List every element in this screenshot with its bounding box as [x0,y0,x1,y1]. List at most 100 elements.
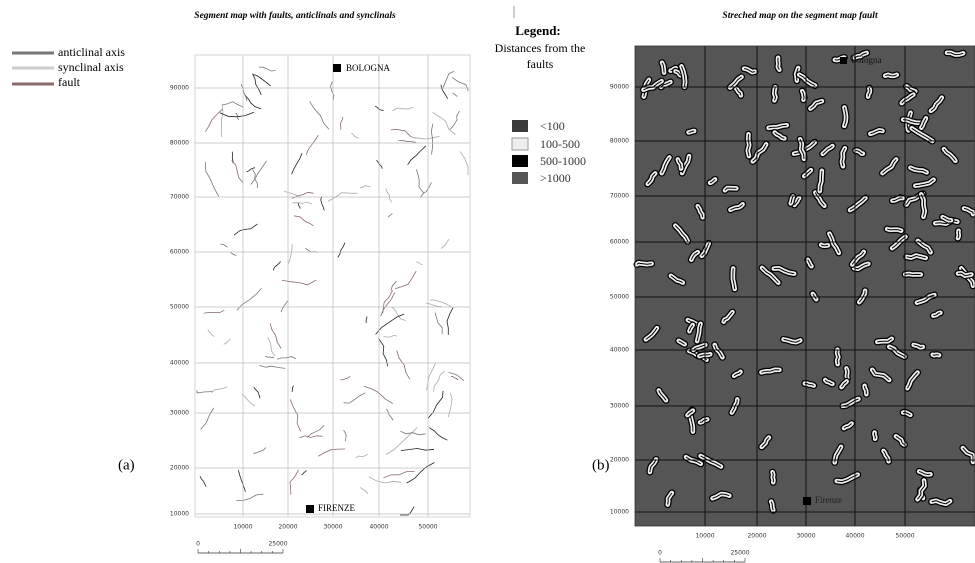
scale-label: 0 [196,541,200,548]
fault-line [430,299,451,307]
fault-line [368,476,402,484]
fault-line [231,159,244,184]
fault-line [385,427,418,455]
fault-line [892,197,903,202]
fault-line [946,52,964,56]
fault-line [733,371,741,377]
fault-line [305,134,319,155]
fault-line [670,275,684,284]
fault-line [400,430,426,436]
x-tick-label: 20000 [747,533,766,540]
fault-line [660,81,671,88]
fault-line [917,240,932,253]
fault-line [207,329,215,337]
scale-label: 25000 [268,541,287,548]
fault-line [200,407,215,430]
y-tick-label: 70000 [610,193,629,200]
fault-line [712,493,730,499]
fault-line [253,447,267,454]
fault-line [854,263,869,270]
fault-line [420,182,432,198]
fault-line [223,338,231,345]
fault-line [301,470,307,476]
fault-line [269,323,282,349]
fault-line [252,73,262,95]
x-tick-label: 40000 [845,533,864,540]
fault-line [292,191,314,199]
fault-line [387,213,393,218]
fault-line [407,145,427,166]
fault-line [259,365,286,369]
map-b [633,45,975,527]
fault-line [320,196,325,211]
fault-line [236,288,262,311]
fault-line [667,492,673,505]
fault-line [385,188,393,203]
y-tick-label: 40000 [610,347,629,354]
fault-line [882,159,897,174]
panel-label: (b) [592,457,610,473]
fault-line [724,187,737,191]
map-a [194,54,471,518]
legend-label: 100-500 [540,137,580,151]
panel-label: (a) [118,457,135,473]
legend-swatch [512,120,528,132]
fault-line [452,92,458,97]
fault-line [853,52,867,59]
fault-line [915,179,934,187]
fault-line [203,309,225,314]
fault-line [441,239,450,249]
fault-line [905,273,921,276]
fault-line [790,196,794,204]
fault-line [688,130,695,133]
fault-line [761,369,780,373]
fault-line [699,418,708,423]
legend-swatch [512,155,528,167]
fault-line [416,169,425,194]
fault-line [391,306,406,321]
fault-line [220,243,228,248]
fault-line [233,223,258,236]
fault-line [747,134,750,157]
fault-line [732,268,736,290]
y-tick-label: 90000 [170,85,189,92]
fault-line [386,408,394,421]
fault-line [735,88,742,96]
city-marker [333,64,341,72]
fault-line [250,160,267,185]
y-tick-label: 60000 [610,239,629,246]
fault-line [459,151,469,176]
fault-line [196,390,213,394]
fault-line [280,300,289,313]
fault-line [434,312,443,334]
legend-swatch [511,137,529,151]
map-frame [195,55,470,517]
fault-line [917,480,926,500]
fault-line [772,472,775,483]
fault-line [885,74,897,77]
fault-line [398,140,416,143]
fault-line [836,349,839,365]
y-tick-label: 20000 [610,457,629,464]
fault-line [910,167,927,173]
fault-line [327,192,358,202]
fault-line [337,242,346,258]
fault-line [768,124,787,129]
fault-line [446,307,454,335]
fault-line [309,101,330,130]
fault-line [730,203,744,211]
fault-line [293,215,314,227]
fault-line [690,251,699,260]
fault-line [895,435,905,446]
fault-line [920,194,926,217]
fault-line [253,386,261,399]
fault-line [451,77,469,92]
fault-line [700,455,722,468]
fault-line [931,500,951,505]
fault-line [932,354,940,356]
fault-line [289,399,302,432]
fault-line [770,501,774,511]
y-tick-label: 20000 [170,465,189,472]
fault-line [714,344,723,358]
fault-line [240,83,248,102]
